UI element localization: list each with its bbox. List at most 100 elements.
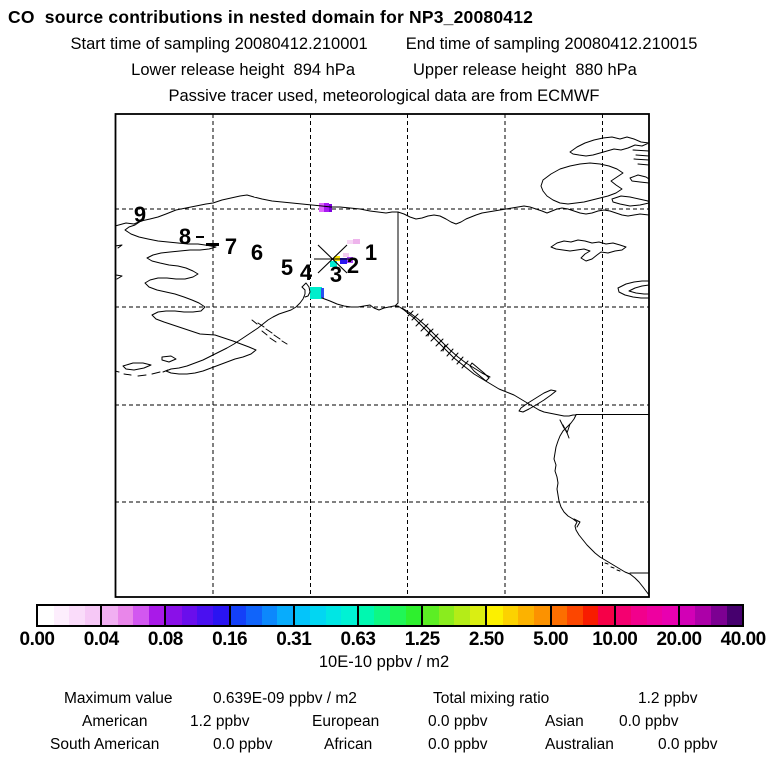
end-time-text: End time of sampling 20080412.210015 — [405, 35, 698, 53]
region-value-australian: 0.0 ppbv — [658, 736, 718, 753]
colorbar-cell — [469, 606, 486, 625]
colorbar-cell — [631, 606, 647, 625]
colorbar-cell — [646, 606, 663, 625]
graticule-gridlines — [115, 114, 649, 597]
island-vancouver — [518, 389, 557, 413]
colorbar-cell — [277, 606, 293, 625]
arctic-hatch-stripes — [632, 149, 649, 166]
colorbar-cell — [181, 606, 198, 625]
cell-arctic-coast-violet — [329, 204, 332, 212]
colorbar-cell — [582, 606, 599, 625]
colorbar-cell — [710, 606, 727, 625]
colorbar-cell — [677, 606, 696, 625]
colorbar-cell — [421, 606, 439, 625]
map-frame — [114, 113, 650, 598]
colorbar-cell — [518, 606, 534, 625]
release-point-label-5: 5 — [281, 255, 293, 280]
colorbar-tick-label: 0.00 — [19, 629, 55, 650]
colorbar-cell — [148, 606, 165, 625]
colorbar-cell — [213, 606, 229, 625]
release-point-label-3: 3 — [330, 262, 342, 287]
region-name-american: American — [82, 713, 148, 730]
panhandle-island-strokes — [407, 310, 469, 369]
lake-great-slave — [617, 280, 649, 299]
island-banks — [540, 162, 624, 205]
region-name-asian: Asian — [545, 713, 584, 730]
colorbar-cell — [261, 606, 278, 625]
colorbar-cell — [133, 606, 149, 625]
maximum-value-label: Maximum value — [64, 690, 173, 707]
island-st-lawrence — [122, 362, 152, 371]
release-point-label-8: 8 — [179, 224, 191, 249]
colorbar-cell — [695, 606, 711, 625]
island-victoria-b — [629, 174, 649, 184]
colorbar-cell — [598, 606, 614, 625]
colorbar-cell — [613, 606, 632, 625]
region-name-african: African — [324, 736, 373, 753]
total-mixing-ratio-value: 1.2 ppbv — [638, 690, 698, 707]
release-height-row: Lower release height 894 hPa Upper relea… — [0, 61, 768, 80]
release-point-label-6: 6 — [251, 240, 263, 265]
release-point-label-4: 4 — [300, 260, 313, 285]
cell-pink-smudge-a — [347, 240, 353, 244]
colorbar-cell — [228, 606, 247, 625]
kodiak-strokes — [251, 319, 288, 345]
coastlines — [115, 136, 649, 596]
island-nunivak — [161, 355, 177, 363]
colorbar-cell — [438, 606, 455, 625]
colorbar-tick-label: 10.00 — [592, 629, 638, 650]
colorbar-tick-label: 5.00 — [533, 629, 569, 650]
channel-island-specks — [604, 562, 621, 572]
colorbar-cell — [390, 606, 406, 625]
coast-us-west — [553, 414, 649, 596]
colorbar-tick-label: 0.63 — [340, 629, 376, 650]
colorbar-cell — [549, 606, 568, 625]
coast-south-alaska — [321, 297, 399, 311]
cell-pale-dot — [343, 253, 349, 257]
release-point-label-7: 7 — [225, 234, 237, 259]
region-value-south-american: 0.0 ppbv — [213, 736, 273, 753]
colorbar-cell — [454, 606, 470, 625]
coast-arctic-north — [115, 194, 649, 227]
region-name-south-american: South American — [50, 736, 160, 753]
sampling-star-marker — [314, 244, 351, 274]
island-arctic-top — [569, 136, 649, 157]
colorbar-tick-label: 0.04 — [83, 629, 119, 650]
tracer-note-text: Passive tracer used, meteorological data… — [168, 87, 600, 105]
release-point-label-2: 2 — [347, 253, 359, 278]
start-time-text: Start time of sampling 20080412.210001 — [70, 35, 368, 53]
island-haida-gwaii — [469, 362, 490, 382]
colorbar-cell — [325, 606, 342, 625]
region-value-american: 1.2 ppbv — [190, 713, 250, 730]
colorbar-unit-label: 10E-10 ppbv / m2 — [318, 653, 450, 671]
colorbar-cell — [567, 606, 583, 625]
colorbar-tick-label: 2.50 — [468, 629, 504, 650]
colorbar-cell — [246, 606, 262, 625]
lake-great-bear — [550, 239, 627, 262]
colorbar-cell — [117, 606, 134, 625]
map-plot: 1 2 3 4 5 6 7 8 9 — [114, 113, 650, 598]
cell-star-cyan — [330, 261, 337, 267]
colorbar-cell — [100, 606, 118, 625]
release-point-label-1: 1 — [365, 240, 377, 265]
cell-pink-smudge-b — [353, 239, 360, 244]
cell-arctic-coast-magenta — [319, 203, 324, 212]
figure-title: CO source contributions in nested domain… — [8, 7, 534, 27]
colorbar-tick-label: 0.16 — [212, 629, 248, 650]
colorbar-cell — [533, 606, 550, 625]
total-mixing-ratio-label: Total mixing ratio — [433, 690, 550, 707]
coast-west-alaska — [124, 220, 217, 336]
colorbar-cell — [197, 606, 214, 625]
colorbar-cell — [69, 606, 85, 625]
colorbar-tick-label: 20.00 — [656, 629, 702, 650]
colorbar-tick-label: 1.25 — [404, 629, 440, 650]
colorbar-cell — [374, 606, 391, 625]
colorbar-cell — [292, 606, 311, 625]
colorbar-cell — [38, 606, 54, 625]
colorbar-cell — [310, 606, 326, 625]
release-point-label-9: 9 — [134, 202, 146, 227]
cell-arctic-coast-purple — [324, 203, 329, 212]
lower-release-text: Lower release height 894 hPa — [131, 61, 355, 79]
sf-bay-hook — [573, 518, 581, 528]
region-value-european: 0.0 ppbv — [428, 713, 488, 730]
